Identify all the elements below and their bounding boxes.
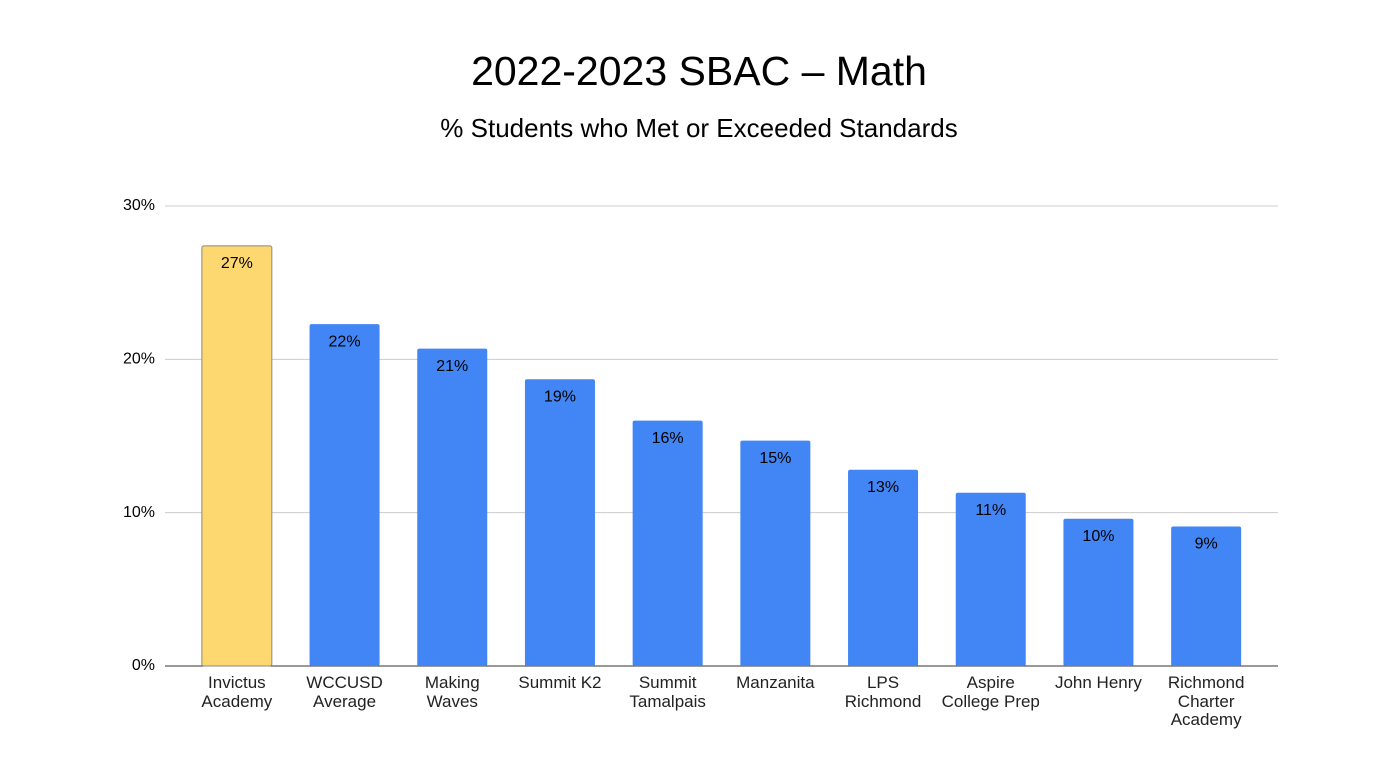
bar: [955, 492, 1026, 666]
x-tick-label: Richmond Charter Academy: [1167, 673, 1245, 729]
value-label: 16%: [652, 430, 684, 447]
value-label: 27%: [221, 255, 253, 272]
value-label: 10%: [1082, 528, 1114, 545]
value-label: 19%: [544, 388, 576, 405]
bar: [1063, 518, 1134, 666]
x-tick-label: Making Waves: [424, 673, 480, 711]
bar: [417, 348, 488, 666]
bar: [632, 420, 703, 666]
x-tick-label: Aspire College Prep: [941, 673, 1040, 711]
chart-title: 2022-2023 SBAC – Math: [471, 48, 927, 94]
value-label: 9%: [1195, 536, 1218, 553]
x-tick-label: Summit K2: [518, 673, 602, 692]
y-tick-label: 20%: [123, 351, 155, 368]
x-tick-label: LPS Richmond: [844, 673, 922, 711]
y-tick-label: 10%: [123, 504, 155, 521]
x-tick-label: John Henry: [1054, 673, 1142, 692]
bar: [524, 379, 595, 666]
chart-subtitle: % Students who Met or Exceeded Standards: [440, 113, 957, 143]
x-tick-label: Manzanita: [736, 673, 815, 692]
y-tick-label: 0%: [132, 657, 155, 674]
x-tick-label: Invictus Academy: [201, 673, 273, 711]
value-label: 21%: [436, 358, 468, 375]
bar: [201, 245, 273, 667]
bar: [1171, 526, 1242, 666]
y-tick-label: 30%: [123, 197, 155, 214]
value-label: 11%: [975, 502, 1006, 519]
value-label: 13%: [867, 479, 899, 496]
x-tick-label: WCCUSD Average: [306, 673, 383, 711]
bar: [309, 324, 380, 666]
value-label: 22%: [329, 333, 361, 350]
bar: [848, 469, 919, 666]
x-tick-label: Summit Tamalpais: [629, 673, 706, 711]
value-label: 15%: [759, 450, 791, 467]
bar: [740, 440, 811, 666]
